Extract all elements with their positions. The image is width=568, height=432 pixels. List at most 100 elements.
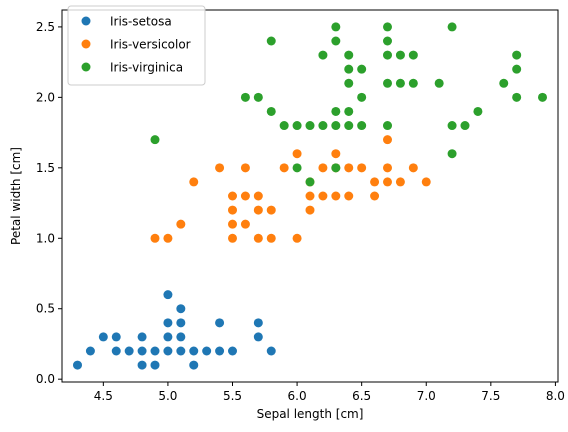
data-point	[383, 121, 392, 131]
data-point	[240, 163, 250, 173]
x-tick-label: 5.0	[158, 389, 177, 403]
data-point	[395, 78, 405, 88]
y-tick-label: 2.5	[36, 20, 55, 34]
data-point	[228, 233, 237, 243]
data-point	[292, 233, 302, 243]
data-point	[111, 346, 121, 356]
y-tick-label: 2.0	[36, 90, 55, 104]
data-point	[266, 205, 276, 215]
data-point	[292, 121, 302, 131]
data-point	[253, 318, 263, 328]
y-axis-ticks: 0.0 0.5 1.0 1.5 2.0 2.5	[36, 20, 62, 386]
data-point	[163, 290, 173, 300]
y-tick-label: 0.5	[36, 302, 55, 316]
x-tick-label: 7.5	[481, 389, 500, 403]
data-point	[331, 121, 341, 131]
data-point	[305, 205, 315, 215]
data-point	[395, 177, 405, 187]
data-point	[215, 346, 225, 356]
data-point	[408, 78, 418, 88]
plot-area	[61, 9, 559, 383]
data-point	[395, 50, 405, 60]
data-point	[357, 163, 367, 173]
data-point	[318, 191, 328, 201]
data-point	[215, 318, 225, 328]
data-point	[383, 36, 392, 46]
data-point	[137, 332, 147, 342]
data-points	[73, 22, 547, 370]
data-point	[305, 121, 315, 131]
data-point	[189, 177, 199, 187]
x-tick-label: 4.5	[94, 389, 113, 403]
data-point	[357, 92, 367, 102]
data-point	[292, 149, 302, 159]
x-tick-label: 6.5	[352, 389, 371, 403]
data-point	[150, 135, 160, 145]
data-point	[137, 346, 147, 356]
data-point	[98, 332, 108, 342]
data-point	[292, 163, 302, 173]
series-iris-virginica	[150, 22, 547, 187]
data-point	[383, 177, 392, 187]
data-point	[370, 177, 380, 187]
data-point	[253, 92, 263, 102]
data-point	[447, 22, 457, 32]
data-point	[279, 163, 289, 173]
plot-frame	[61, 9, 559, 383]
data-point	[473, 106, 483, 116]
x-axis-label: Sepal length [cm]	[257, 407, 364, 421]
data-point	[150, 233, 160, 243]
data-point	[266, 106, 276, 116]
data-point	[253, 233, 263, 243]
data-point	[124, 346, 134, 356]
data-point	[176, 332, 186, 342]
y-tick-label: 1.0	[36, 231, 55, 245]
data-point	[318, 121, 328, 131]
data-point	[499, 78, 509, 88]
data-point	[408, 50, 418, 60]
data-point	[344, 106, 354, 116]
data-point	[253, 191, 263, 201]
data-point	[176, 318, 186, 328]
data-point	[408, 163, 418, 173]
data-point	[189, 346, 199, 356]
data-point	[344, 64, 354, 74]
data-point	[331, 149, 341, 159]
data-point	[383, 22, 392, 32]
data-point	[383, 163, 392, 173]
data-point	[279, 121, 289, 131]
data-point	[253, 205, 263, 215]
data-point	[512, 50, 522, 60]
data-point	[383, 78, 392, 88]
data-point	[163, 332, 173, 342]
data-point	[331, 36, 341, 46]
data-point	[150, 346, 160, 356]
data-point	[266, 233, 276, 243]
x-tick-label: 7.0	[417, 389, 436, 403]
data-point	[421, 177, 431, 187]
data-point	[357, 64, 367, 74]
data-point	[344, 163, 354, 173]
series-iris-versicolor	[150, 135, 431, 243]
data-point	[253, 332, 263, 342]
legend-marker	[81, 16, 91, 26]
data-point	[447, 121, 457, 131]
y-tick-label: 1.5	[36, 161, 55, 175]
data-point	[228, 205, 237, 215]
data-point	[73, 360, 82, 370]
data-point	[202, 346, 212, 356]
data-point	[318, 163, 328, 173]
data-point	[383, 135, 392, 145]
data-point	[318, 50, 328, 60]
data-point	[228, 219, 237, 229]
data-point	[163, 318, 173, 328]
legend-label: Iris-versicolor	[110, 38, 191, 52]
data-point	[383, 50, 392, 60]
data-point	[460, 121, 470, 131]
data-point	[215, 163, 225, 173]
data-point	[240, 92, 250, 102]
data-point	[331, 106, 341, 116]
data-point	[370, 191, 380, 201]
y-tick-label: 0.0	[36, 372, 55, 386]
data-point	[266, 36, 276, 46]
